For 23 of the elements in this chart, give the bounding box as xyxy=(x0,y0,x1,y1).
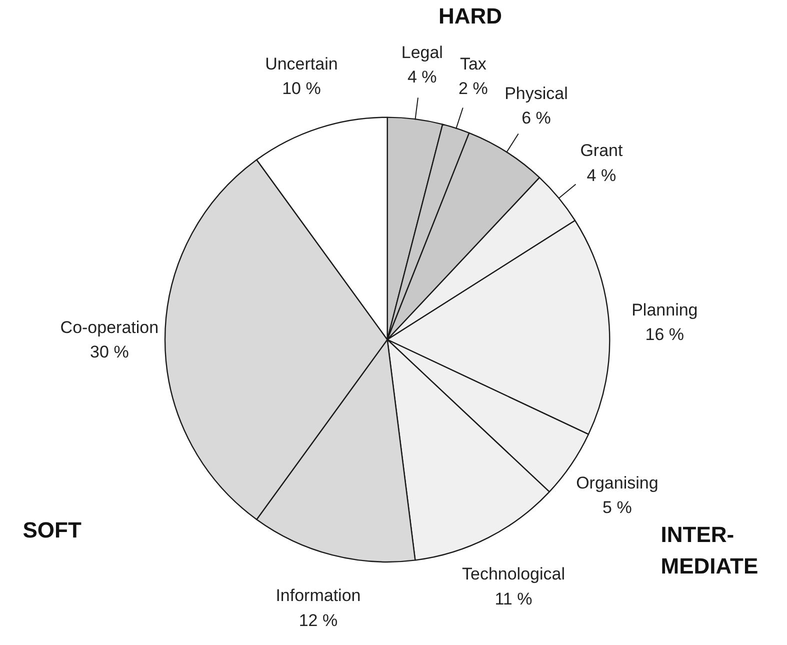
text: SOFT xyxy=(22,518,82,543)
slice-label: Legal xyxy=(401,42,443,62)
data-label: 4 % xyxy=(408,68,437,87)
slice-label: Organising xyxy=(576,474,658,493)
slice-label: Uncertain xyxy=(265,54,338,74)
data-label: 10 % xyxy=(282,78,321,98)
slice-label: Technological xyxy=(462,564,565,584)
slice-label: Information xyxy=(276,586,361,606)
data-label: 4 % xyxy=(586,166,616,185)
data-label: 30 % xyxy=(90,342,129,362)
data-label: 16 % xyxy=(645,325,684,344)
slice-label: Co-operation xyxy=(60,318,159,337)
data-label: 2 % xyxy=(458,78,488,98)
data-label: 11 % xyxy=(494,589,532,608)
data-label: 5 % xyxy=(602,498,632,518)
slice-label: Tax xyxy=(460,54,487,74)
data-label: 6 % xyxy=(522,108,551,128)
slice-label: Grant xyxy=(580,141,623,160)
slice-label: Planning xyxy=(632,300,698,320)
text: HARD xyxy=(438,4,502,29)
data-label: 12 % xyxy=(298,610,338,630)
slice-label: Physical xyxy=(504,84,568,103)
text: INTER- MEDIATE xyxy=(660,522,758,578)
